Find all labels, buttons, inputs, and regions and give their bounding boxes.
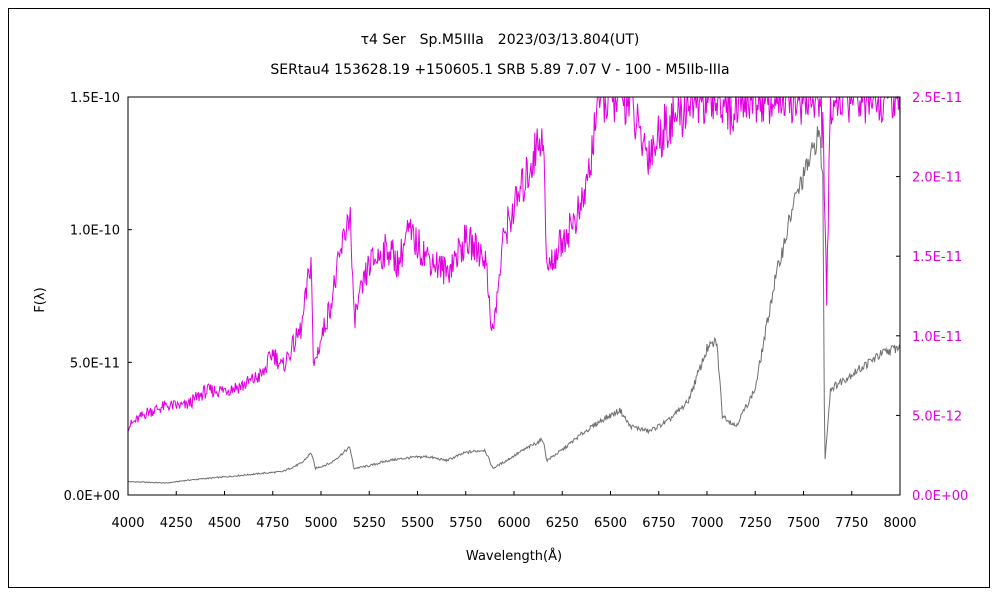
x-tick-label: 5500 — [401, 516, 434, 531]
series-line-left-axis — [127, 126, 901, 484]
chart-frame — [8, 8, 990, 588]
x-tick-label: 8000 — [883, 516, 916, 531]
x-tick-label: 6750 — [642, 516, 675, 531]
x-tick-label: 5000 — [304, 516, 337, 531]
x-tick-label: 5250 — [353, 516, 386, 531]
x-tick-label: 7750 — [835, 516, 868, 531]
chart-subtitle: SERtau4 153628.19 +150605.1 SRB 5.89 7.0… — [270, 62, 729, 78]
y-axis-label: F(λ) — [33, 287, 48, 312]
x-tick-label: 4250 — [160, 516, 193, 531]
series-line-right-axis — [127, 95, 901, 432]
x-tick-label: 4750 — [256, 516, 289, 531]
x-tick-label: 4000 — [111, 516, 144, 531]
x-tick-label: 7500 — [787, 516, 820, 531]
y-right-tick-label: 1.0E-11 — [912, 330, 962, 345]
y-left-tick-label: 5.0E-11 — [70, 356, 120, 371]
y-right-tick-label: 2.5E-11 — [912, 91, 962, 106]
series-layer — [127, 95, 901, 484]
x-tick-label: 7250 — [739, 516, 772, 531]
y-left-tick-label: 1.5E-10 — [70, 91, 120, 106]
x-axis-label: Wavelength(Å) — [466, 548, 562, 564]
x-tick-label: 6000 — [497, 516, 530, 531]
x-tick-label: 7000 — [690, 516, 723, 531]
y-left-tick-label: 1.0E-10 — [70, 224, 120, 239]
x-tick-label: 5750 — [449, 516, 482, 531]
plot-area-border — [127, 96, 901, 496]
chart-title: τ4 Ser Sp.M5IIIa 2023/03/13.804(UT) — [361, 32, 640, 48]
x-tick-label: 6500 — [594, 516, 627, 531]
y-right-tick-label: 1.5E-11 — [912, 250, 962, 265]
x-tick-label: 4500 — [208, 516, 241, 531]
y-left-tick-label: 0.0E+00 — [64, 489, 120, 504]
y-right-tick-label: 2.0E-11 — [912, 171, 962, 186]
y-right-tick-label: 0.0E+00 — [912, 489, 968, 504]
ticks-layer: 4000 4250 4500 4750 5000 5250 5500 5750 6000 6250… — [64, 91, 969, 531]
x-tick-label: 6250 — [546, 516, 579, 531]
y-right-tick-label: 5.0E-12 — [912, 409, 962, 424]
